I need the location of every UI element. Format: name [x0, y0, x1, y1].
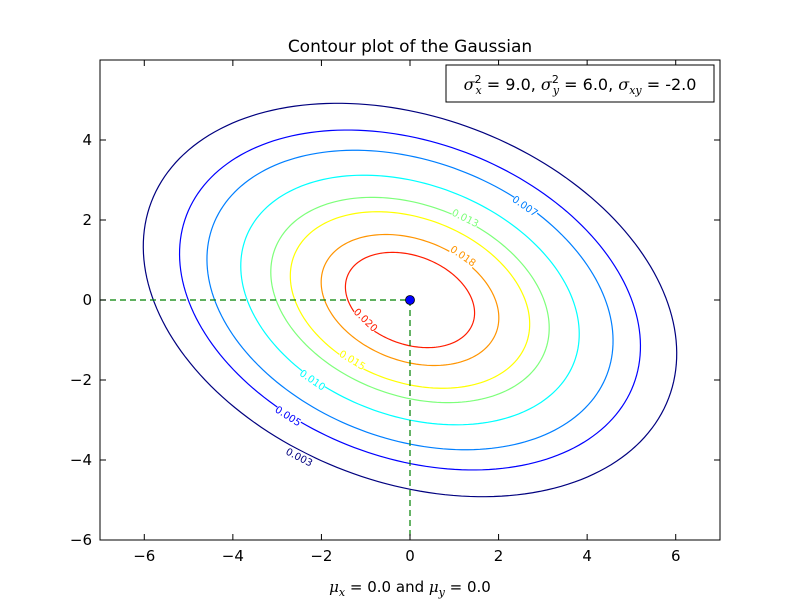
legend-sy2-sup: 2: [552, 73, 559, 86]
x-tick-label: −2: [310, 547, 332, 565]
y-tick-label: 2: [82, 211, 92, 229]
mean-guides: [100, 295, 415, 540]
contour-label-bg-4: [450, 206, 481, 230]
legend-sxy-sub: xy: [629, 84, 642, 97]
legend-sy2-value: 6.0: [583, 75, 608, 94]
chart-title: Contour plot of the Gaussian: [288, 37, 532, 57]
x-tick-label: 6: [671, 547, 681, 565]
y-tick-label: −2: [70, 371, 92, 389]
legend-text: σ2 x = 9.0, σ2 y = 6.0, σxy = -2.0: [464, 73, 697, 97]
contour-label-bg-2: [510, 193, 541, 219]
xlabel-mux-sub: x: [339, 586, 346, 599]
x-axis-label: μx = 0.0 and μy = 0.0: [329, 578, 491, 599]
contour-level-5: [289, 211, 531, 389]
contour-level-4: [270, 196, 550, 404]
y-tick-label: −6: [70, 531, 92, 549]
contour-label-bg-3: [297, 367, 328, 393]
mean-point: [405, 295, 415, 305]
contour-label-bg-6: [448, 243, 479, 269]
contour-label-bg-0: [284, 445, 315, 469]
legend-frame: [445, 64, 715, 103]
contour-lines: [142, 102, 678, 498]
x-tick-label: 0: [405, 547, 415, 565]
xlabel-eq2: = 0.0: [445, 578, 491, 596]
contour-level-2: [206, 149, 614, 451]
axis-ticks: −6 −4 −2 0 2 4 6 −6 −4 −2 0 2 4: [70, 60, 720, 565]
xlabel-and: and: [391, 578, 429, 596]
x-tick-label: −4: [222, 547, 244, 565]
legend-sy2-sub: y: [552, 84, 560, 97]
legend-box: σ2 x = 9.0, σ2 y = 6.0, σxy = -2.0: [445, 64, 715, 103]
legend-sx2-sup: 2: [475, 73, 482, 86]
xlabel-muy-sub: y: [438, 586, 446, 599]
y-tick-label: 0: [82, 291, 92, 309]
legend-sx2-value: 9.0: [505, 75, 530, 94]
legend-sx2-symbol: σ: [464, 75, 476, 94]
legend-sx2-sub: x: [476, 84, 483, 97]
x-tick-label: 2: [494, 547, 504, 565]
contour-level-7: [344, 251, 476, 349]
x-tick-label: 4: [582, 547, 592, 565]
contour-label-bg-7: [351, 305, 380, 335]
xlabel-muy-symbol: μ: [429, 578, 439, 596]
y-tick-label: 4: [82, 131, 92, 149]
legend-sy2-symbol: σ: [541, 75, 553, 94]
xlabel-eq1: = 0.0: [345, 578, 391, 596]
y-tick-label: −4: [70, 451, 92, 469]
legend-sxy-value: -2.0: [665, 75, 696, 94]
contour-label-bg-5: [337, 347, 368, 373]
contour-label-bg-1: [273, 403, 304, 429]
contour-level-1: [178, 129, 642, 471]
contour-level-3: [240, 174, 580, 426]
x-tick-label: −6: [133, 547, 155, 565]
contour-level-6: [320, 233, 500, 367]
contour-level-0: [142, 102, 678, 498]
xlabel-mux-symbol: μ: [329, 578, 339, 596]
legend-sxy-symbol: σ: [618, 75, 630, 94]
